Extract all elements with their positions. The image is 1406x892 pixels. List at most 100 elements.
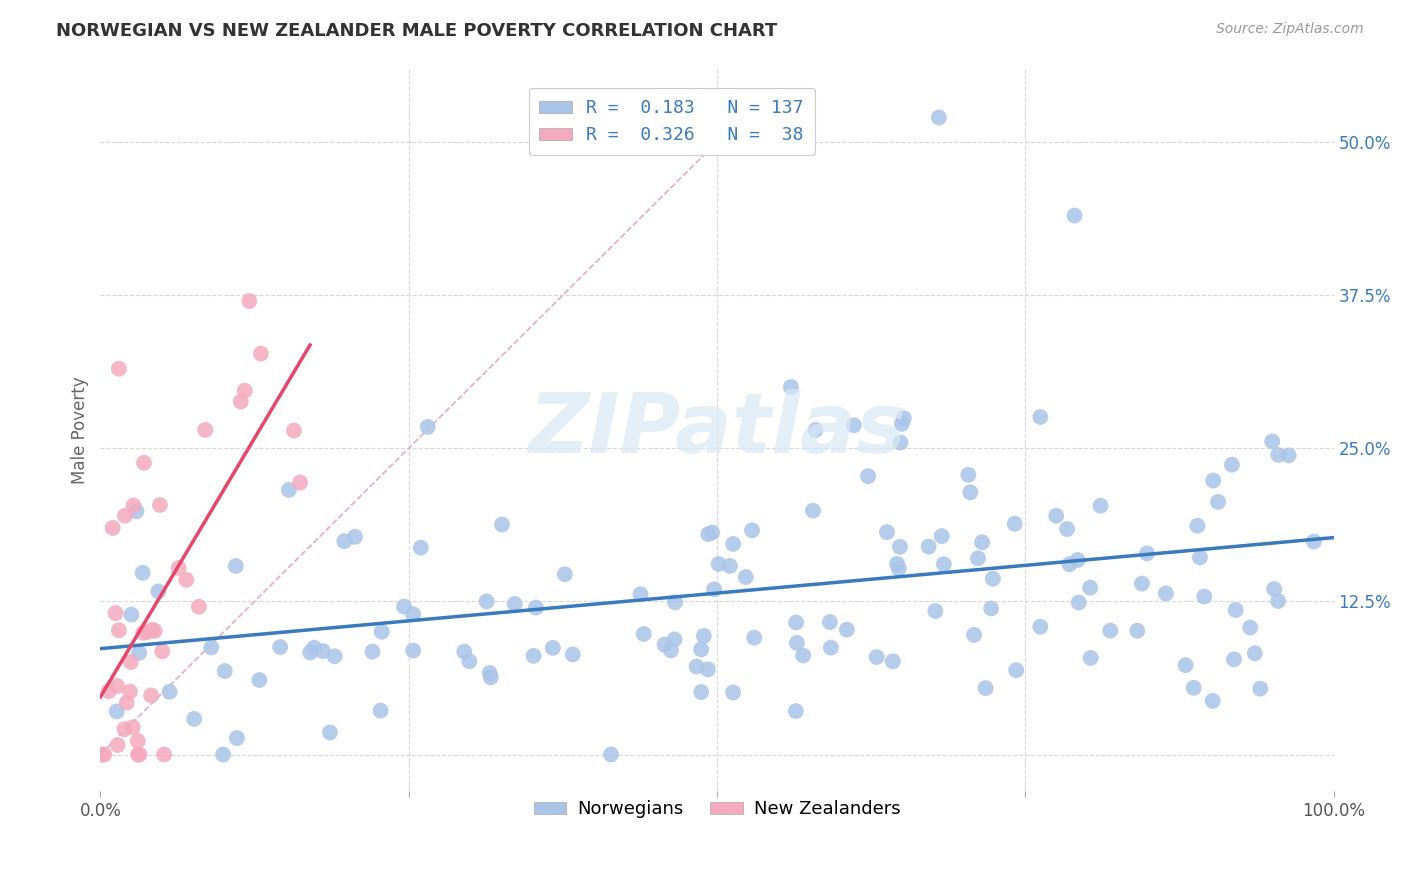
- Point: [402, 607, 425, 622]
- Text: ZIPatlas: ZIPatlas: [529, 390, 905, 470]
- Point: [931, 529, 953, 543]
- Point: [1080, 651, 1102, 665]
- Point: [654, 638, 676, 652]
- Point: [721, 685, 744, 699]
- Point: [1154, 586, 1177, 600]
- Point: [721, 537, 744, 551]
- Point: [132, 456, 155, 470]
- Point: [889, 540, 911, 554]
- Point: [132, 625, 155, 640]
- Point: [690, 642, 713, 657]
- Point: [893, 411, 915, 425]
- Point: [785, 615, 807, 630]
- Point: [980, 601, 1002, 615]
- Point: [685, 659, 707, 673]
- Point: [1063, 209, 1085, 223]
- Point: [105, 705, 128, 719]
- Point: [233, 384, 256, 398]
- Point: [1029, 620, 1052, 634]
- Point: [283, 424, 305, 438]
- Point: [458, 654, 481, 668]
- Point: [1059, 558, 1081, 572]
- Point: [734, 570, 756, 584]
- Point: [229, 394, 252, 409]
- Point: [928, 111, 950, 125]
- Point: [1261, 434, 1284, 449]
- Point: [125, 504, 148, 518]
- Point: [1223, 652, 1246, 666]
- Point: [392, 599, 415, 614]
- Point: [633, 627, 655, 641]
- Point: [785, 704, 807, 718]
- Point: [475, 594, 498, 608]
- Point: [114, 508, 136, 523]
- Point: [967, 551, 990, 566]
- Point: [453, 645, 475, 659]
- Point: [167, 561, 190, 575]
- Point: [1243, 646, 1265, 660]
- Point: [659, 643, 682, 657]
- Point: [957, 467, 980, 482]
- Point: [104, 606, 127, 620]
- Point: [959, 485, 981, 500]
- Point: [963, 628, 986, 642]
- Point: [842, 418, 865, 433]
- Point: [554, 567, 576, 582]
- Point: [128, 747, 150, 762]
- Point: [801, 503, 824, 517]
- Point: [278, 483, 301, 497]
- Point: [703, 582, 725, 597]
- Point: [107, 738, 129, 752]
- Point: [302, 640, 325, 655]
- Point: [128, 646, 150, 660]
- Point: [503, 597, 526, 611]
- Point: [890, 417, 912, 431]
- Point: [312, 644, 335, 658]
- Point: [478, 665, 501, 680]
- Point: [886, 557, 908, 571]
- Point: [918, 540, 941, 554]
- Point: [90, 747, 112, 762]
- Point: [792, 648, 814, 663]
- Point: [238, 293, 260, 308]
- Point: [1029, 409, 1052, 424]
- Point: [697, 527, 720, 541]
- Point: [876, 525, 898, 540]
- Point: [93, 747, 115, 762]
- Point: [247, 673, 270, 687]
- Point: [416, 420, 439, 434]
- Point: [139, 689, 162, 703]
- Point: [541, 640, 564, 655]
- Text: NORWEGIAN VS NEW ZEALANDER MALE POVERTY CORRELATION CHART: NORWEGIAN VS NEW ZEALANDER MALE POVERTY …: [56, 22, 778, 40]
- Point: [149, 498, 172, 512]
- Point: [600, 747, 623, 762]
- Point: [1056, 522, 1078, 536]
- Point: [1206, 495, 1229, 509]
- Point: [690, 685, 713, 699]
- Point: [707, 557, 730, 571]
- Point: [1136, 546, 1159, 560]
- Point: [1130, 576, 1153, 591]
- Point: [143, 624, 166, 638]
- Point: [214, 664, 236, 678]
- Point: [225, 559, 247, 574]
- Point: [693, 629, 716, 643]
- Point: [118, 684, 141, 698]
- Point: [1202, 474, 1225, 488]
- Point: [269, 640, 291, 654]
- Point: [1239, 621, 1261, 635]
- Point: [122, 499, 145, 513]
- Point: [150, 644, 173, 658]
- Point: [491, 517, 513, 532]
- Point: [176, 573, 198, 587]
- Point: [1067, 595, 1090, 609]
- Point: [630, 587, 652, 601]
- Point: [127, 747, 149, 762]
- Point: [127, 734, 149, 748]
- Point: [561, 648, 583, 662]
- Point: [250, 346, 273, 360]
- Point: [200, 640, 222, 655]
- Y-axis label: Male Poverty: Male Poverty: [72, 376, 89, 483]
- Point: [212, 747, 235, 762]
- Point: [120, 607, 142, 622]
